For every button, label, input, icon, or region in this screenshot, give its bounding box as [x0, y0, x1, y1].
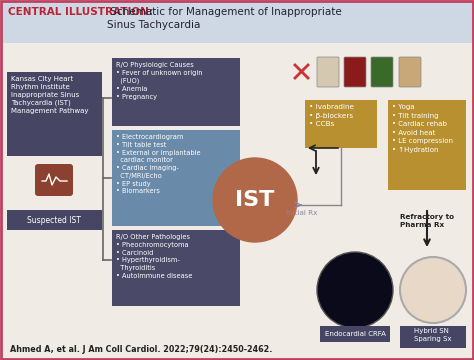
- Text: • Yoga
• Tilt training
• Cardiac rehab
• Avoid heat
• LE compression
• ↑Hydratio: • Yoga • Tilt training • Cardiac rehab •…: [392, 104, 453, 153]
- Text: Suspected IST: Suspected IST: [27, 216, 81, 225]
- Text: R/O Other Pathologies
• Pheochromocytoma
• Carcinoid
• Hyperthyroidism-
  Thyroi: R/O Other Pathologies • Pheochromocytoma…: [116, 234, 192, 279]
- FancyBboxPatch shape: [1, 1, 473, 43]
- Text: Endocardial CRFA: Endocardial CRFA: [325, 331, 385, 337]
- FancyBboxPatch shape: [35, 164, 73, 196]
- Circle shape: [213, 158, 297, 242]
- FancyBboxPatch shape: [7, 210, 102, 230]
- FancyBboxPatch shape: [317, 57, 339, 87]
- Text: • Electrocardiogram
• Tilt table test
• External or implantable
  cardiac monito: • Electrocardiogram • Tilt table test • …: [116, 134, 201, 194]
- Text: Kansas City Heart
Rhythm Institute
Inappropriate Sinus
Tachycardia (IST)
Managem: Kansas City Heart Rhythm Institute Inapp…: [11, 76, 89, 113]
- Text: Schematic for Management of Inappropriate
Sinus Tachycardia: Schematic for Management of Inappropriat…: [107, 7, 342, 30]
- FancyBboxPatch shape: [344, 57, 366, 87]
- FancyBboxPatch shape: [112, 130, 240, 226]
- FancyBboxPatch shape: [388, 100, 466, 190]
- Text: Initial Rx: Initial Rx: [286, 210, 318, 216]
- Text: Hybrid SN
Sparing Sx: Hybrid SN Sparing Sx: [414, 328, 452, 342]
- Ellipse shape: [317, 252, 393, 328]
- FancyBboxPatch shape: [112, 58, 240, 126]
- Circle shape: [400, 257, 466, 323]
- FancyBboxPatch shape: [400, 326, 466, 348]
- Text: Refractory to
Pharma Rx: Refractory to Pharma Rx: [400, 214, 454, 228]
- FancyBboxPatch shape: [371, 57, 393, 87]
- Text: IST: IST: [235, 190, 275, 210]
- FancyBboxPatch shape: [112, 230, 240, 306]
- Text: R/O Physiologic Causes
• Fever of unknown origin
  (FUO)
• Anemia
• Pregnancy: R/O Physiologic Causes • Fever of unknow…: [116, 62, 202, 99]
- FancyBboxPatch shape: [399, 57, 421, 87]
- Text: Ahmed A, et al. J Am Coll Cardiol. 2022;79(24):2450-2462.: Ahmed A, et al. J Am Coll Cardiol. 2022;…: [10, 345, 273, 354]
- FancyBboxPatch shape: [305, 100, 377, 148]
- Text: • Ivabradine
• β-blockers
• CCBs: • Ivabradine • β-blockers • CCBs: [309, 104, 354, 127]
- Text: CENTRAL ILLUSTRATION:: CENTRAL ILLUSTRATION:: [8, 7, 153, 17]
- FancyBboxPatch shape: [7, 72, 102, 156]
- FancyBboxPatch shape: [320, 326, 390, 342]
